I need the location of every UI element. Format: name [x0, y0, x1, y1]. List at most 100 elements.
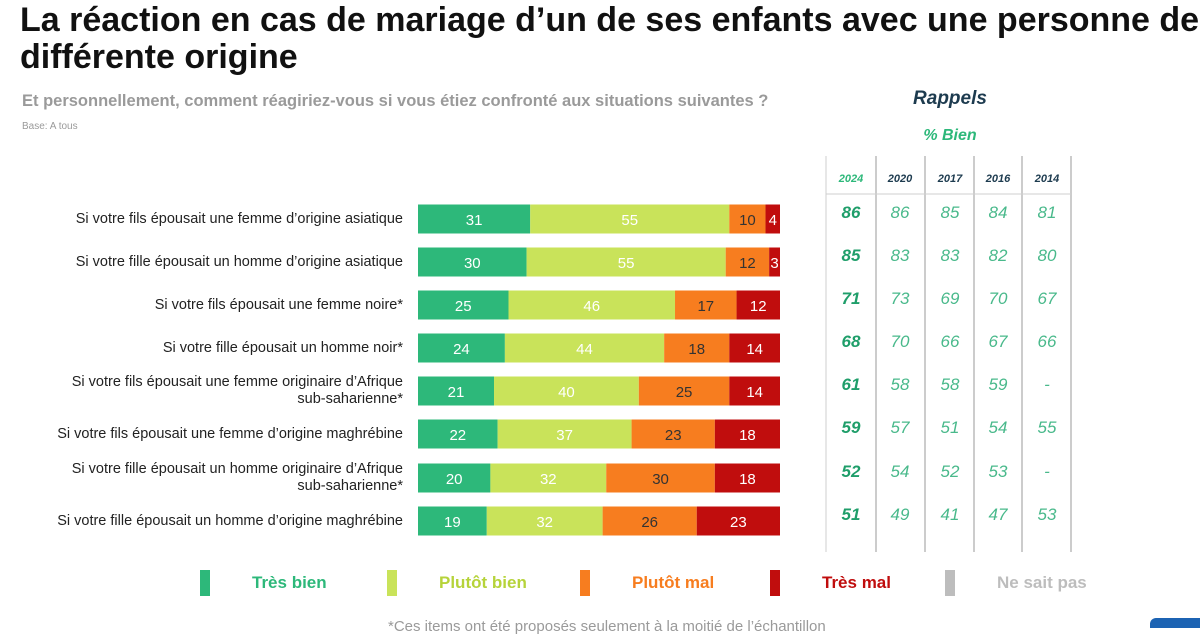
bar-segment	[494, 376, 639, 406]
bar-value-label: 10	[739, 212, 756, 229]
row-label: Si votre fille épousait un homme noir*	[3, 340, 403, 357]
rappels-value: 54	[891, 462, 910, 481]
bar-value-label: 18	[688, 341, 705, 358]
bar-value-label: 4	[769, 212, 777, 229]
bar-segment	[526, 247, 726, 277]
row-label-line: Si votre fils épousait une femme d’origi…	[75, 210, 403, 227]
rappels-value: 83	[891, 246, 910, 265]
rappels-value: 69	[941, 289, 960, 308]
bar-value-label: 30	[464, 255, 481, 272]
page-title: La réaction en cas de mariage d’un de se…	[20, 2, 1200, 76]
bar-segment	[418, 204, 531, 234]
bar-segment	[725, 247, 770, 277]
bar-value-label: 21	[448, 384, 465, 401]
bar-segment	[729, 333, 780, 363]
bar-value-label: 30	[652, 471, 669, 488]
rappels-value: 82	[989, 246, 1008, 265]
bar-value-label: 25	[455, 298, 472, 315]
bar-value-label: 37	[556, 427, 573, 444]
bar-segment	[675, 290, 737, 320]
question-subtitle: Et personnellement, comment réagiriez-vo…	[22, 92, 769, 110]
rappels-value: 70	[989, 289, 1008, 308]
bar-segment	[714, 463, 780, 493]
rappels-value: 84	[989, 203, 1008, 222]
rappels-value: 54	[989, 418, 1008, 437]
rappels-year-header: 2017	[937, 173, 963, 185]
rappels-value: 68	[842, 332, 861, 351]
bar-value-label: 40	[558, 384, 575, 401]
bar-value-label: 24	[453, 341, 470, 358]
bar-segment	[631, 419, 715, 449]
bar-value-label: 44	[576, 341, 593, 358]
rappels-value: 71	[842, 289, 861, 308]
rappels-year-header: 2024	[838, 173, 863, 185]
bar-segment	[418, 247, 527, 277]
row-label-line: Si votre fille épousait un homme d’origi…	[57, 512, 403, 529]
rappels-value: -	[1044, 375, 1050, 394]
rappels-value: 53	[1038, 505, 1057, 524]
bar-segment	[638, 376, 730, 406]
row-label: Si votre fils épousait une femme origina…	[3, 374, 403, 408]
bar-value-label: 14	[746, 341, 763, 358]
bar-value-label: 32	[540, 471, 557, 488]
rappels-value: 47	[989, 505, 1008, 524]
bar-segment	[530, 204, 730, 234]
bar-segment	[486, 506, 603, 536]
bar-value-label: 31	[466, 212, 483, 229]
bar-value-label: 3	[770, 255, 778, 272]
bar-segment	[736, 290, 780, 320]
rappels-year-header: 2016	[985, 173, 1011, 185]
legend-swatch	[580, 570, 590, 596]
row-label-line: Si votre fils épousait une femme origina…	[71, 374, 403, 390]
rappels-value: 52	[941, 462, 960, 481]
rappels-value: 58	[891, 375, 910, 394]
row-label: Si votre fille épousait un homme d’origi…	[3, 513, 403, 530]
legend-swatch	[945, 570, 955, 596]
bar-segment	[729, 376, 780, 406]
rappels-value: 59	[989, 375, 1008, 394]
rappels-value: 66	[941, 332, 960, 351]
rappels-value: 70	[891, 332, 910, 351]
rappels-value: 59	[842, 418, 861, 437]
bar-value-label: 14	[746, 384, 763, 401]
footnote: *Ces items ont été proposés seulement à …	[388, 618, 826, 635]
row-label-line: Si votre fils épousait une femme noire*	[154, 296, 403, 313]
rappels-value: 49	[891, 505, 910, 524]
rappels-value: 53	[989, 462, 1008, 481]
bar-value-label: 23	[730, 514, 747, 531]
legend-swatch	[200, 570, 210, 596]
bar-value-label: 12	[750, 298, 767, 315]
legend-label: Très bien	[252, 573, 327, 592]
bar-value-label: 12	[739, 255, 756, 272]
bar-value-label: 23	[665, 427, 682, 444]
bar-value-label: 25	[676, 384, 693, 401]
bar-segment	[418, 333, 505, 363]
rappels-value: 51	[941, 418, 960, 437]
bar-segment	[504, 333, 665, 363]
rappels-value: 86	[891, 203, 910, 222]
bar-segment	[606, 463, 715, 493]
rappels-value: 85	[842, 246, 861, 265]
bar-segment	[508, 290, 676, 320]
bar-segment	[765, 204, 780, 234]
bar-segment	[769, 247, 780, 277]
rappels-value: 51	[842, 505, 861, 524]
rappels-value: 41	[941, 505, 960, 524]
rappels-year-header: 2014	[1034, 173, 1059, 185]
bar-segment	[418, 506, 487, 536]
row-label-line: Si votre fils épousait une femme d’origi…	[57, 425, 403, 442]
legend-label: Plutôt bien	[439, 573, 527, 592]
rappels-value: 67	[1038, 289, 1057, 308]
bar-value-label: 18	[739, 471, 756, 488]
row-label-line: Si votre fille épousait un homme noir*	[162, 339, 403, 356]
rappels-value: -	[1044, 462, 1050, 481]
rappels-value: 57	[891, 418, 910, 437]
title-line-1: La réaction en cas de mariage d’un de se…	[20, 2, 1200, 39]
rappels-value: 61	[842, 375, 861, 394]
rappels-value: 81	[1038, 203, 1057, 222]
pct-bien-label: % Bien	[923, 127, 977, 144]
bar-segment	[418, 463, 491, 493]
bar-segment	[602, 506, 697, 536]
rappels-value: 83	[941, 246, 960, 265]
